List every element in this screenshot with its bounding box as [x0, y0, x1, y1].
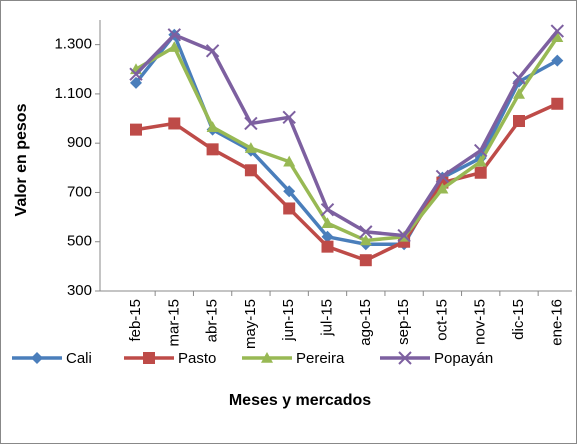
legend-marker — [143, 352, 155, 364]
y-tick-label: 700 — [67, 183, 92, 200]
y-tick-label: 1.300 — [54, 36, 92, 53]
data-point — [359, 234, 372, 246]
x-tick-label: may-15 — [242, 299, 259, 349]
data-point — [167, 28, 182, 42]
data-point — [282, 110, 296, 125]
x-tick-label: sep-15 — [395, 299, 412, 345]
data-point — [436, 182, 449, 194]
y-tick-label: 300 — [67, 282, 92, 299]
x-tick-label: jul-15 — [318, 299, 335, 337]
data-point — [359, 254, 372, 267]
legend-marker — [398, 351, 412, 365]
data-point — [551, 54, 564, 67]
data-point — [244, 116, 258, 131]
series-line — [135, 36, 559, 243]
data-point — [283, 155, 296, 167]
data-point — [321, 240, 334, 253]
data-point — [283, 185, 296, 198]
legend-marker — [31, 352, 43, 364]
series-line — [135, 102, 559, 263]
data-point — [397, 228, 411, 243]
data-point — [474, 166, 487, 179]
x-tick-label: nov-15 — [472, 299, 489, 345]
data-point — [168, 41, 181, 52]
x-tick-label: ene-16 — [548, 299, 565, 346]
data-point — [283, 202, 296, 215]
y-tick-label: 500 — [67, 233, 92, 250]
x-tick-label: feb-15 — [127, 299, 144, 342]
data-point — [206, 121, 219, 132]
data-point — [359, 225, 373, 239]
x-tick-label: oct-15 — [433, 299, 450, 341]
data-point — [321, 230, 334, 243]
data-point — [130, 123, 142, 136]
y-tick-label: 1.100 — [54, 85, 92, 102]
x-tick-label: mar-15 — [165, 299, 182, 347]
data-point — [244, 142, 257, 153]
data-point — [206, 143, 219, 156]
x-tick-label: abr-15 — [204, 299, 221, 342]
legend-label: Popayán — [434, 350, 493, 367]
data-point — [512, 71, 526, 85]
data-point — [513, 87, 525, 99]
data-point — [473, 143, 488, 158]
legend-label: Pasto — [178, 350, 216, 367]
data-point — [320, 202, 335, 217]
data-point — [321, 217, 334, 229]
x-tick-label: ago-15 — [357, 299, 374, 346]
data-point — [205, 44, 220, 58]
data-point — [551, 97, 564, 110]
legend-label: Pereira — [296, 350, 345, 367]
x-tick-label: dic-15 — [510, 299, 527, 340]
data-point — [435, 169, 450, 184]
data-point — [551, 31, 564, 43]
x-axis-title: Meses y mercados — [229, 392, 371, 409]
data-point — [129, 67, 143, 81]
y-axis-title: Valor en pesos — [13, 103, 30, 216]
data-point — [168, 117, 181, 130]
legend-label: Cali — [66, 350, 92, 367]
data-point — [244, 164, 257, 177]
y-tick-label: 900 — [67, 134, 92, 151]
x-tick-label: jun-15 — [280, 299, 297, 342]
data-point — [513, 115, 525, 128]
data-point — [474, 155, 487, 167]
data-point — [550, 24, 565, 38]
data-point — [130, 76, 142, 89]
series-line — [134, 29, 559, 238]
legend-marker — [261, 352, 273, 363]
